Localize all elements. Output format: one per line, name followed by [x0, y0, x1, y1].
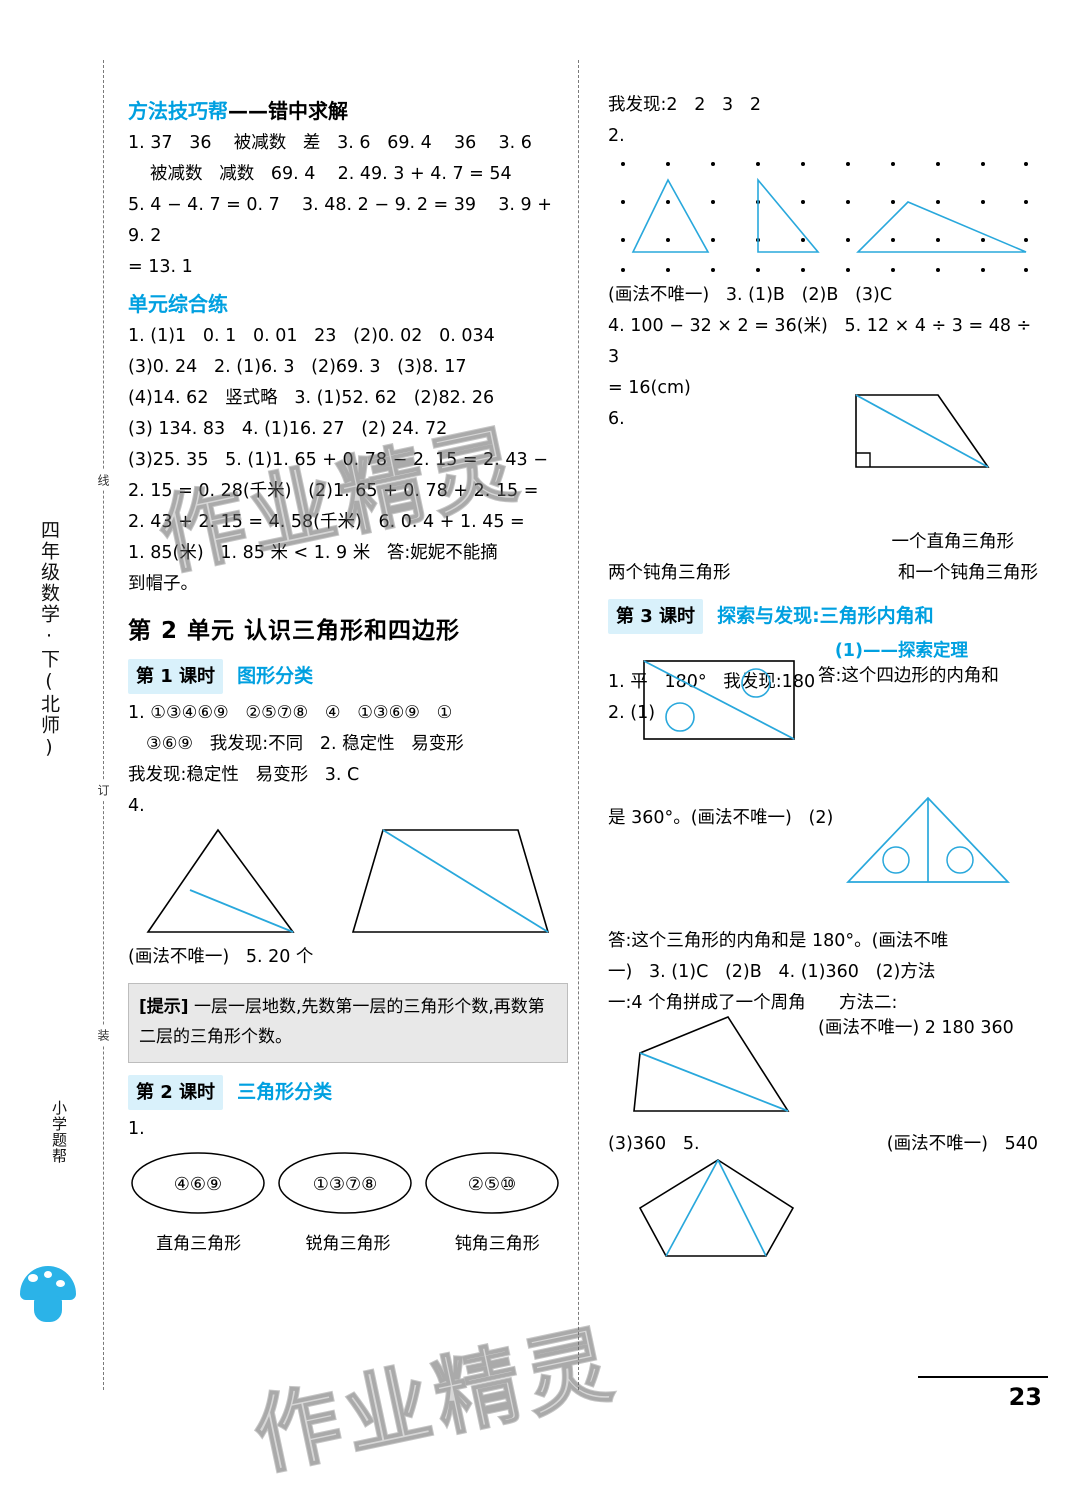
svg-text:④⑥⑨: ④⑥⑨: [174, 1174, 222, 1195]
answer-line: 1. ①③④⑥⑨ ②⑤⑦⑧ ④ ①③⑥⑨ ①: [128, 703, 453, 723]
oval-caption: 锐角三角形: [305, 1234, 391, 1254]
spine-subtitle: 小学题帮: [50, 1100, 68, 1164]
lesson-1-number: 第 1 课时: [128, 659, 224, 694]
section-method-subtitle: ——错中求解: [228, 99, 348, 123]
figure-tri-angles-svg: [846, 796, 1010, 883]
figure-tri-angles: [608, 796, 1038, 926]
figure-ovals-captions: 直角三角形 锐角三角形 钝角三角形: [128, 1229, 568, 1260]
unit-title: 第 2 单元 认识三角形和四边形: [128, 618, 461, 644]
answer-line: 5. 4 − 4. 7 = 0. 7 3. 48. 2 − 9. 2 = 39 …: [128, 195, 558, 246]
section-unit-practice-heading: 单元综合练: [128, 292, 228, 316]
answer-line: 是 360°。(画法不唯一) (2): [608, 808, 834, 828]
svg-text:答:这个四边形的内角和: 答:这个四边形的内角和: [818, 666, 999, 686]
figure-pentagon-svg: [638, 1159, 795, 1257]
page-number-rule: [918, 1376, 1048, 1378]
answer-line-last: (3)360 5. (画法不唯一) 540: [608, 1129, 1038, 1160]
answer-line: 1. (1)1 0. 1 0. 01 23 (2)0. 02 0. 034: [128, 326, 495, 346]
lesson-1-name: 图形分类: [237, 665, 314, 687]
svg-text:(画法不唯一) 2 180 360: (画法不唯一) 2 180 360: [818, 1018, 1014, 1038]
lesson-1-header: 第 1 课时 图形分类: [128, 659, 568, 694]
figure-quad-angles-svg: 答:这个四边形的内角和: [643, 660, 999, 740]
right-column: 我发现:2 2 3 2 2. (画法不唯一) 3. (1)B (2)B (3)C…: [608, 90, 1038, 1257]
hint-text: 一层一层地数,先数第一层的三角形个数,再数第二层的三角形个数。: [139, 997, 545, 1047]
answer-line: 一) 3. (1)C (2)B 4. (1)360 (2)方法: [608, 962, 936, 982]
figure-dot-grid: [608, 152, 1038, 280]
figure-item4: [128, 822, 568, 942]
figure-ovals: ④⑥⑨ ①③⑦⑧ ②⑤⑩: [128, 1145, 568, 1223]
answer-line: 6.: [608, 409, 625, 429]
answer-line: 4. 100 − 32 × 2 = 36(米) 5. 12 × 4 ÷ 3 = …: [608, 316, 1037, 367]
answer-line: 1. 37 36 被减数 差 3. 6 69. 4 36 3. 6: [128, 133, 532, 153]
oval-caption: 钝角三角形: [454, 1234, 540, 1254]
answer-line: 我发现:2 2 3 2: [608, 95, 761, 115]
hint-box: [提示] 一层一层地数,先数第一层的三角形个数,再数第二层的三角形个数。: [128, 983, 568, 1063]
cut-label-line: 线: [95, 470, 112, 490]
answer-line: 2. (1): [608, 703, 656, 723]
answer-line-540: (画法不唯一) 540: [886, 1134, 1038, 1154]
section-method-title: 方法技巧帮: [128, 99, 228, 123]
lesson-3-subtitle: (1)——探索定理: [834, 641, 968, 661]
answer-line: (3)0. 24 2. (1)6. 3 (2)69. 3 (3)8. 17: [128, 357, 467, 377]
answer-line: 2.: [608, 126, 625, 146]
cut-label-bind: 订: [95, 780, 112, 800]
watermark: 作业精灵: [244, 1313, 627, 1489]
answer-line: 到帽子。: [128, 574, 198, 594]
column-divider: [578, 60, 579, 1390]
answer-line: 2. 43 + 2. 15 = 4. 58(千米) 6. 0. 4 + 1. 4…: [128, 512, 525, 532]
figure-dot-grid-svg: [621, 162, 1028, 272]
answer-line: 1.: [128, 1119, 145, 1139]
figure-item4-caption: (画法不唯一) 5. 20 个: [128, 947, 314, 967]
answer-line: 我发现:稳定性 易变形 3. C: [128, 765, 360, 785]
spine-title: 四年级数学·下(北师): [38, 520, 60, 760]
section-method-heading: 方法技巧帮——错中求解: [128, 94, 568, 128]
figure-item6-captions: 两个钝角三角形 和一个钝角三角形: [608, 558, 1038, 589]
lesson-2-number: 第 2 课时: [128, 1075, 224, 1110]
lesson-2-name: 三角形分类: [237, 1081, 333, 1103]
hint-label: [提示]: [139, 997, 189, 1017]
lesson-3-header: 第 3 课时 探索与发现:三角形内角和: [608, 599, 1038, 634]
answer-line: 2. 15 = 0. 28(千米) (2)1. 65 + 0. 78 + 2. …: [128, 481, 539, 501]
figure-item6-svg: [855, 394, 990, 468]
lesson-2-header: 第 2 课时 三角形分类: [128, 1075, 568, 1110]
answer-line-3-360: (3)360 5.: [608, 1134, 700, 1154]
left-column: 方法技巧帮——错中求解 1. 37 36 被减数 差 3. 6 69. 4 36…: [128, 90, 568, 1260]
figure-item4-svg: [146, 828, 550, 933]
answer-line: ③⑥⑨ 我发现:不同 2. 稳定性 易变形: [146, 734, 464, 754]
answer-line: 被减数 减数 69. 4 2. 49. 3 + 4. 7 = 54: [150, 164, 512, 184]
answer-line: (4)14. 62 竖式略 3. (1)52. 62 (2)82. 26: [128, 388, 495, 408]
figure-item6-caption-right1: 一个直角三角形: [891, 532, 1015, 552]
figure-item6-caption-left: 两个钝角三角形: [608, 563, 731, 583]
lesson-3-number: 第 3 课时: [608, 599, 704, 634]
answer-line: 一:4 个角拼成了一个周角 方法二:: [608, 993, 898, 1013]
cut-label-pack: 装: [95, 1025, 112, 1045]
answer-line: 4.: [128, 796, 145, 816]
figure-method-two-svg: (画法不唯一) 2 180 360: [633, 1016, 1014, 1112]
figure-ovals-svg: ④⑥⑨ ①③⑦⑧ ②⑤⑩: [131, 1152, 559, 1214]
svg-text:②⑤⑩: ②⑤⑩: [468, 1174, 516, 1195]
page-number: 23: [1008, 1383, 1042, 1411]
figure-method-two: (画法不唯一) 2 180 360: [608, 1016, 1038, 1129]
oval-caption: 直角三角形: [156, 1234, 242, 1254]
figure-item6: [608, 394, 1038, 527]
answer-line: 答:这个三角形的内角和是 180°。(画法不唯: [608, 931, 949, 951]
answer-line: 1. 85(米) 1. 85 米 < 1. 9 米 答:妮妮不能摘: [128, 543, 498, 563]
svg-text:①③⑦⑧: ①③⑦⑧: [313, 1174, 378, 1195]
answer-line: (3)25. 35 5. (1)1. 65 + 0. 78 − 2. 15 = …: [128, 450, 548, 470]
answer-line: = 16(cm): [608, 378, 691, 398]
cut-dashed-line: [103, 60, 104, 1390]
figure-item6-caption-right2: 和一个钝角三角形: [898, 563, 1038, 583]
mushroom-logo-icon: [18, 1258, 78, 1333]
answer-line: = 13. 1: [128, 257, 193, 277]
lesson-3-name: 探索与发现:三角形内角和: [717, 605, 934, 627]
answer-line: (3) 134. 83 4. (1)16. 27 (2) 24. 72: [128, 419, 448, 439]
answer-line: (画法不唯一) 3. (1)B (2)B (3)C: [608, 285, 893, 305]
figure-quad-angles: 答:这个四边形的内角和: [608, 660, 1038, 803]
